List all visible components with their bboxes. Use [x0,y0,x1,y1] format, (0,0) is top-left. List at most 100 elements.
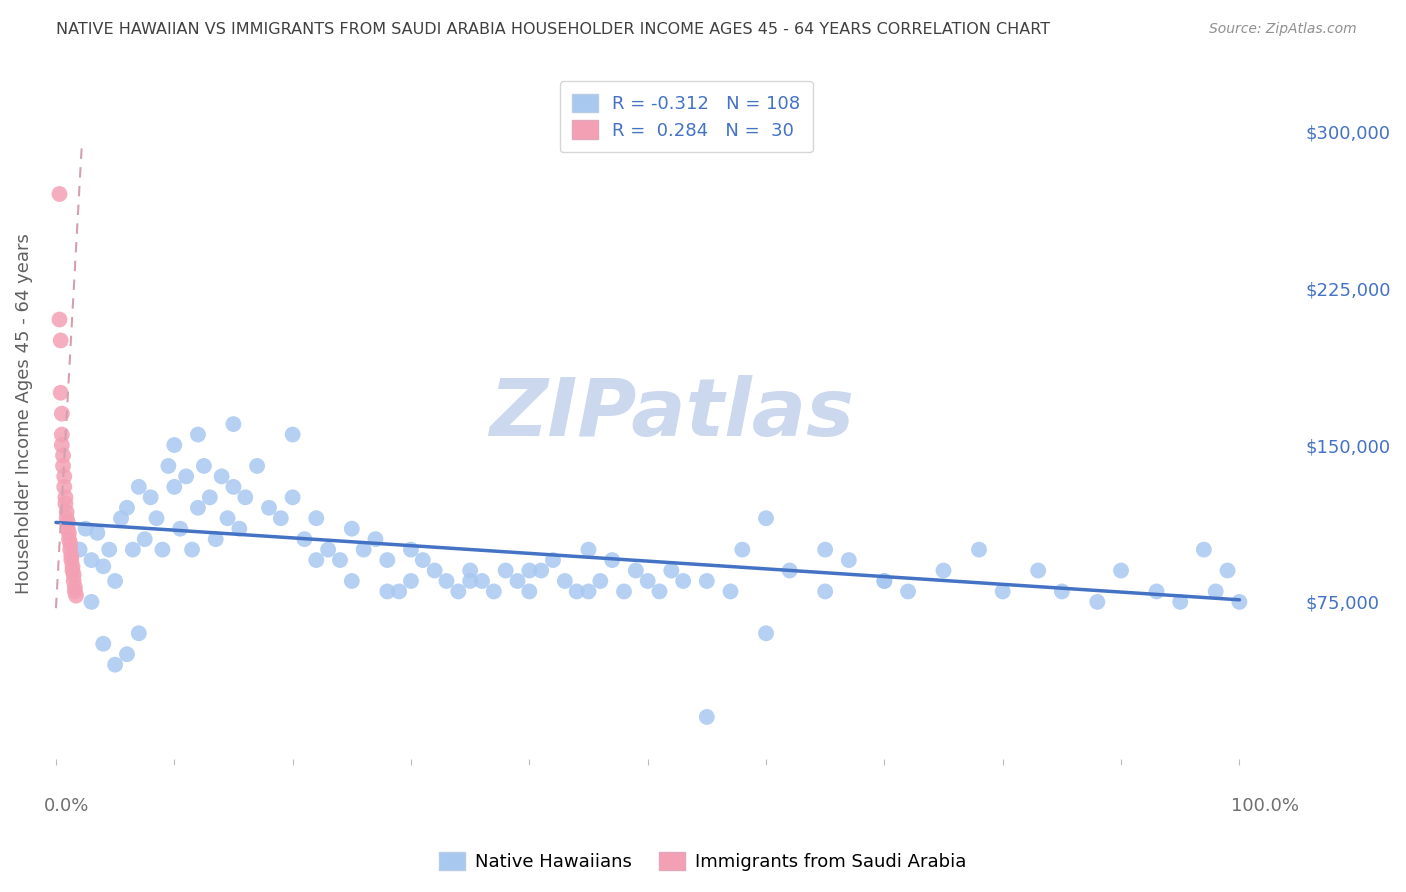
Point [222,417,245,431]
Point [375,584,398,599]
Legend: R = -0.312   N = 108, R =  0.284   N =  30: R = -0.312 N = 108, R = 0.284 N = 30 [560,81,813,153]
Point [517,564,540,578]
Point [145,511,167,525]
Point [169,522,191,536]
Point [104,574,127,588]
Point [624,564,647,578]
Point [294,532,316,546]
Point [134,532,156,546]
Point [270,511,292,525]
Point [187,427,209,442]
Point [696,710,718,724]
Point [375,553,398,567]
Point [600,553,623,567]
Text: ZIPatlas: ZIPatlas [489,375,853,452]
Point [198,491,221,505]
Point [1192,542,1215,557]
Point [458,564,481,578]
Point [181,542,204,557]
Point [62,564,84,578]
Point [122,542,145,557]
Point [128,626,150,640]
Point [482,584,505,599]
Point [578,542,600,557]
Point [55,491,77,505]
Point [281,491,304,505]
Point [52,458,75,473]
Point [932,564,955,578]
Point [163,480,186,494]
Point [565,584,588,599]
Point [495,564,517,578]
Point [897,584,920,599]
Point [1227,595,1250,609]
Point [281,427,304,442]
Point [48,312,70,326]
Point [98,542,121,557]
Point [91,559,114,574]
Point [91,637,114,651]
Point [329,553,352,567]
Point [228,522,250,536]
Point [399,542,422,557]
Point [222,480,245,494]
Point [412,553,434,567]
Point [517,584,540,599]
Point [447,584,470,599]
Point [578,584,600,599]
Point [305,553,328,567]
Point [233,491,256,505]
Point [967,542,990,557]
Point [115,500,138,515]
Point [62,559,84,574]
Point [163,438,186,452]
Point [52,449,75,463]
Point [53,480,76,494]
Point [59,542,82,557]
Point [56,522,79,536]
Point [814,542,837,557]
Point [49,334,72,348]
Point [128,480,150,494]
Point [257,500,280,515]
Point [589,574,612,588]
Point [672,574,695,588]
Text: 0.0%: 0.0% [44,797,90,814]
Point [152,542,174,557]
Text: Source: ZipAtlas.com: Source: ZipAtlas.com [1209,22,1357,37]
Point [1216,564,1239,578]
Point [755,626,778,640]
Point [55,505,77,519]
Point [51,438,73,452]
Point [56,516,79,530]
Point [506,574,529,588]
Point [471,574,494,588]
Point [75,522,97,536]
Point [814,584,837,599]
Point [187,500,209,515]
Point [388,584,411,599]
Point [873,574,896,588]
Point [316,542,339,557]
Point [613,584,636,599]
Point [53,469,76,483]
Y-axis label: Householder Income Ages 45 - 64 years: Householder Income Ages 45 - 64 years [15,233,32,594]
Point [353,542,375,557]
Point [246,458,269,473]
Point [69,542,91,557]
Point [779,564,801,578]
Point [48,187,70,202]
Point [720,584,742,599]
Point [1205,584,1227,599]
Point [305,511,328,525]
Point [63,580,86,594]
Point [696,574,718,588]
Point [80,553,103,567]
Point [193,458,215,473]
Point [211,469,233,483]
Text: 100.0%: 100.0% [1230,797,1299,814]
Point [340,574,363,588]
Point [1146,584,1168,599]
Point [541,553,564,567]
Point [51,407,73,421]
